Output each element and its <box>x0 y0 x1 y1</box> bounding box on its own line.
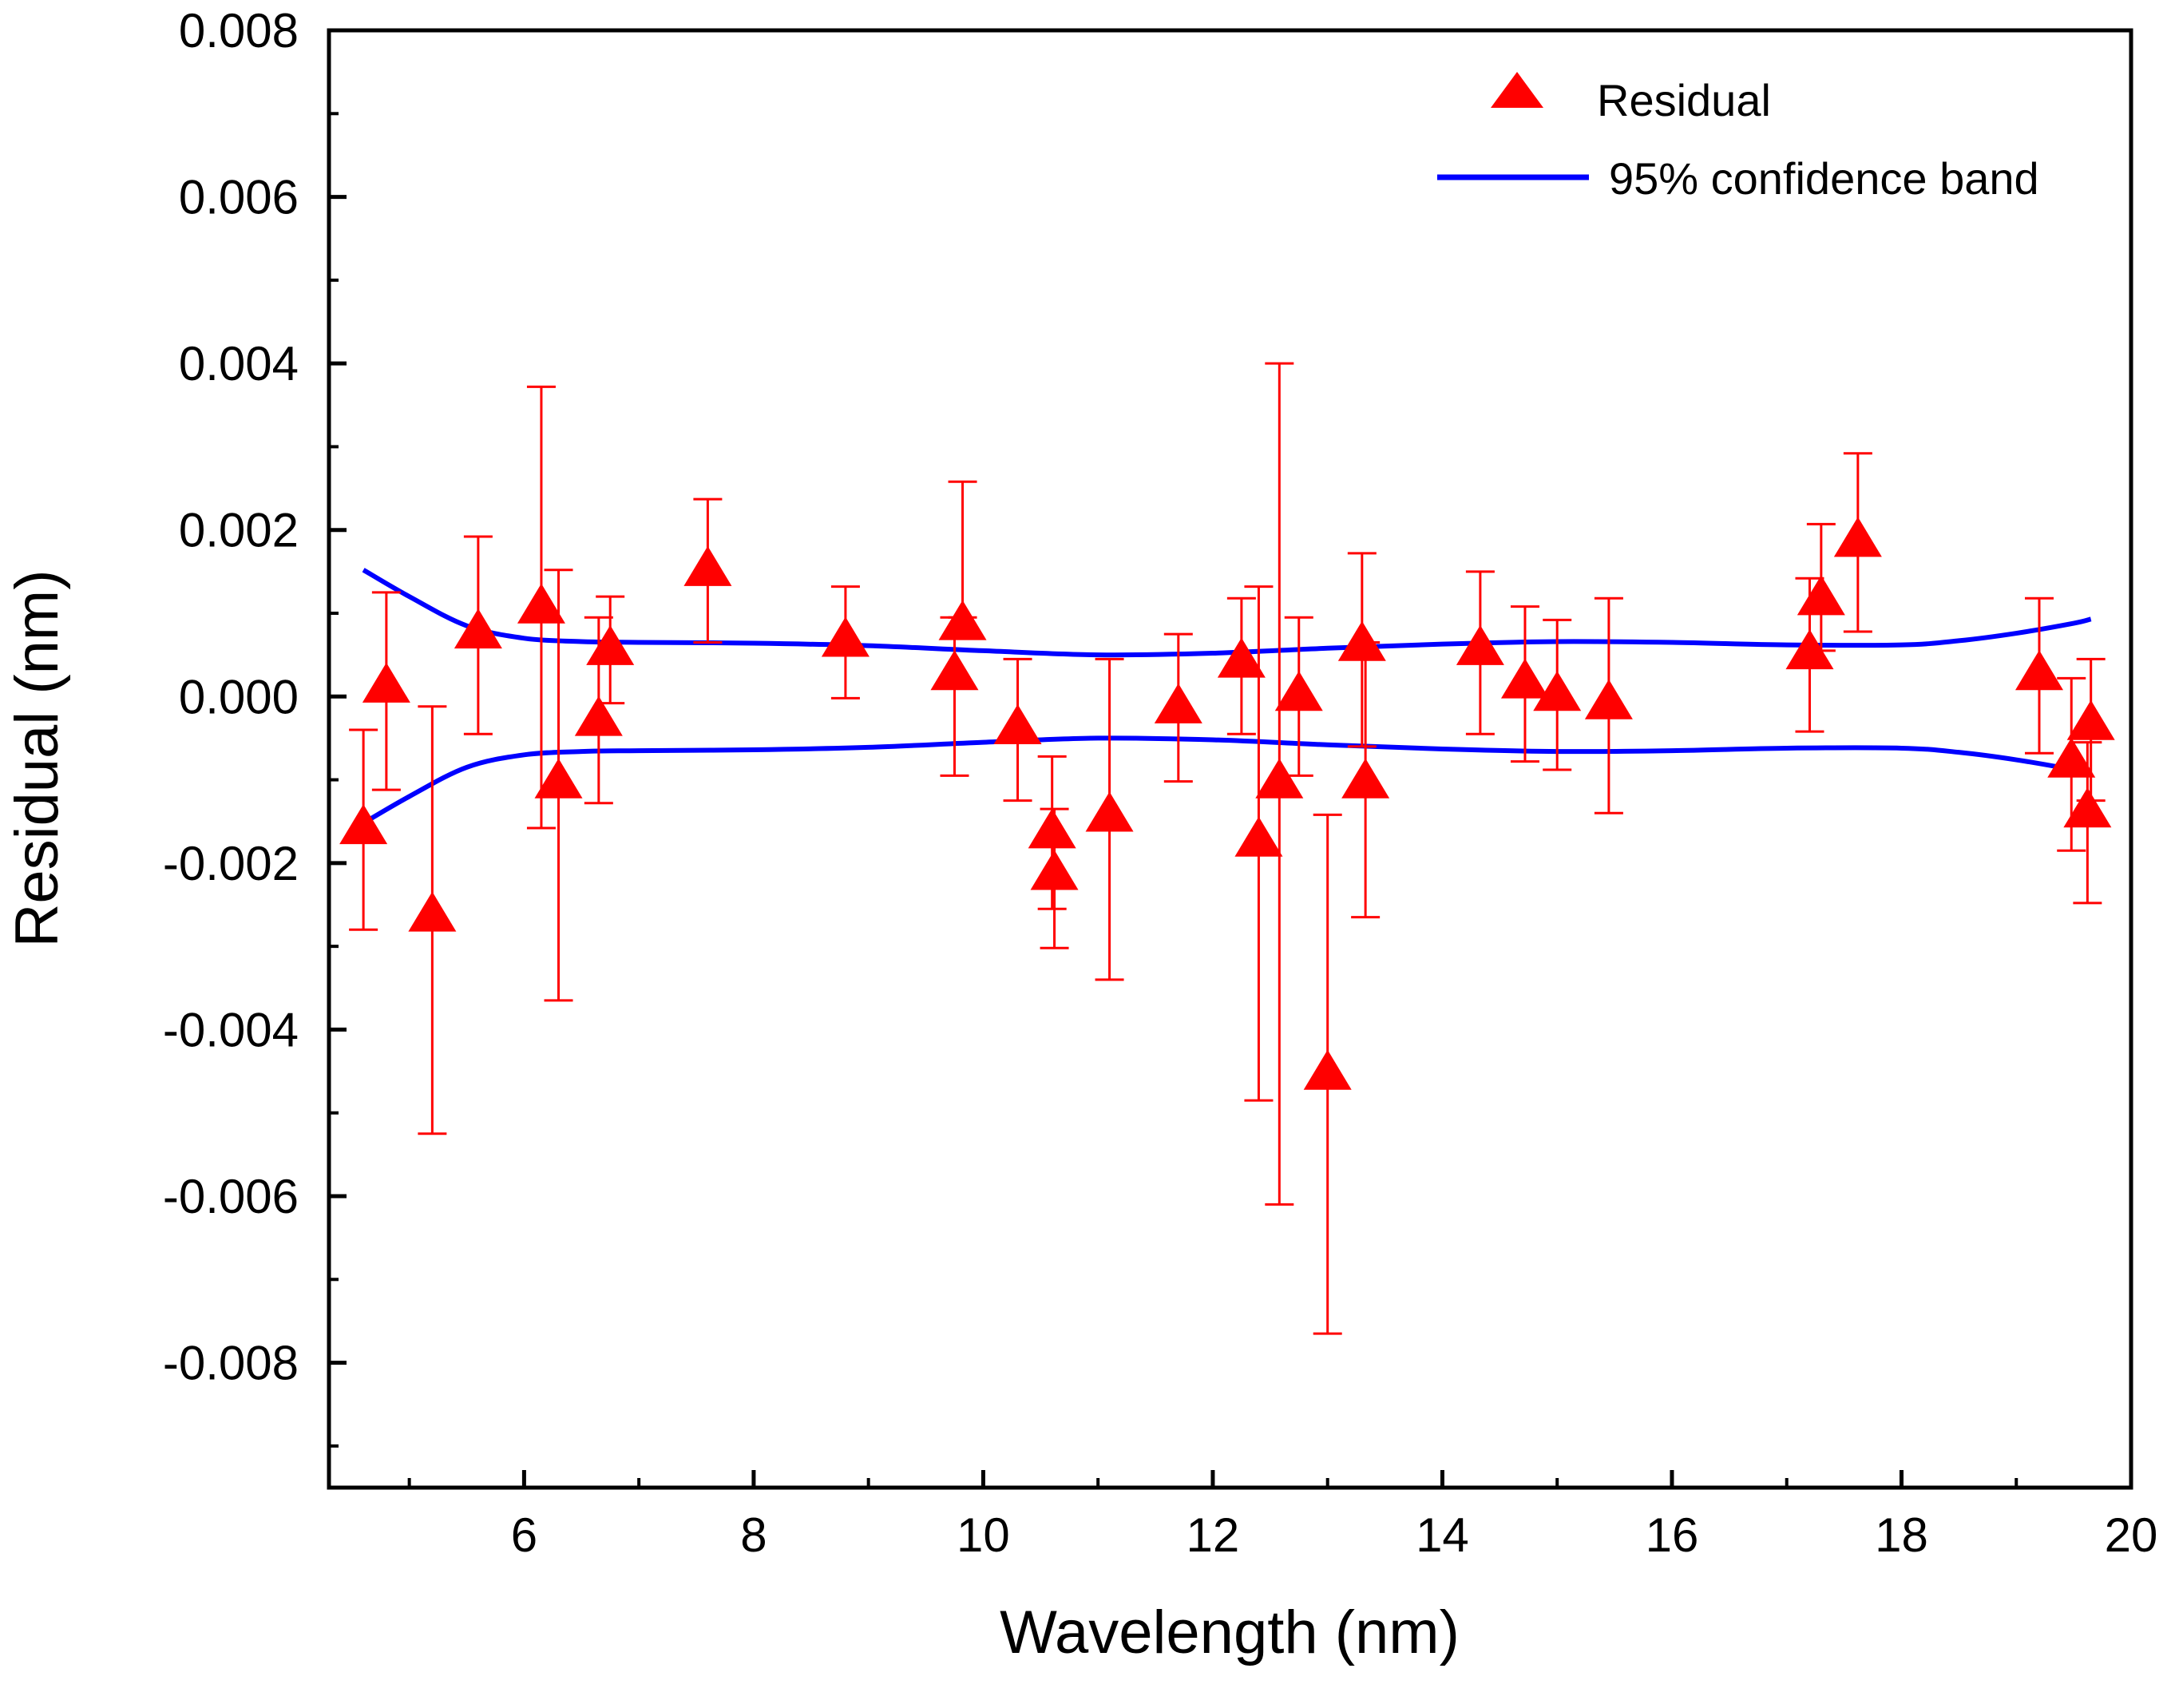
y-tick-label: -0.006 <box>163 1170 299 1223</box>
residual-point <box>1028 808 1076 849</box>
x-axis-title: Wavelength (nm) <box>1000 1599 1460 1666</box>
residual-point <box>517 583 565 624</box>
residual-point <box>930 650 979 691</box>
x-tick-label: 14 <box>1416 1508 1469 1562</box>
confidence-band-upper-line <box>362 568 2092 658</box>
residual-point <box>408 891 457 932</box>
residual-point <box>1303 1049 1352 1090</box>
residual-point <box>1785 629 1834 670</box>
y-tick-label: -0.004 <box>163 1003 299 1056</box>
legend-residual-label: Residual <box>1597 75 1771 125</box>
plot-frame <box>327 28 2133 1490</box>
x-tick-label: 10 <box>957 1508 1010 1562</box>
legend: Residual 95% confidence band <box>1437 72 2039 204</box>
residual-point <box>683 545 732 586</box>
y-axis-ticks: 0.008 0.006 0.004 0.002 0.000 -0.002 -0.004 -0.… <box>163 4 347 1448</box>
x-tick-label: 12 <box>1187 1508 1240 1562</box>
legend-band-label: 95% confidence band <box>1609 153 2039 204</box>
residual-point <box>993 704 1042 744</box>
residual-marker-layer <box>339 517 2115 1090</box>
residual-point <box>586 624 635 665</box>
confidence-band-layer <box>362 568 2092 826</box>
residual-point <box>362 662 410 703</box>
residual-point <box>2066 699 2115 740</box>
residual-point <box>1274 671 1323 711</box>
x-tick-label: 20 <box>2105 1508 2158 1562</box>
residual-point <box>1584 679 1633 719</box>
residual-point <box>534 758 583 799</box>
residual-point <box>2047 737 2096 778</box>
residual-point <box>574 695 623 736</box>
residual-point <box>1797 575 1845 616</box>
y-axis-title: Residual (nm) <box>3 569 71 947</box>
y-tick-label: 0.000 <box>179 670 299 723</box>
residual-point <box>2063 787 2112 828</box>
residual-point <box>339 804 388 845</box>
residual-point <box>1500 658 1549 699</box>
residual-point <box>454 608 502 649</box>
y-tick-label: 0.004 <box>179 337 299 390</box>
residual-point <box>938 600 987 640</box>
residual-point <box>1154 683 1202 723</box>
residual-point <box>821 616 870 657</box>
residual-point <box>1337 620 1386 661</box>
y-tick-label: 0.008 <box>179 4 299 57</box>
x-tick-label: 16 <box>1646 1508 1699 1562</box>
residual-point <box>1085 791 1134 832</box>
confidence-band-lower-line <box>362 735 2092 826</box>
residual-point <box>1341 758 1390 799</box>
y-tick-label: -0.002 <box>163 837 299 890</box>
residual-point <box>1234 816 1283 857</box>
residual-point <box>1030 850 1079 890</box>
residual-point <box>2015 650 2063 691</box>
y-tick-label: 0.002 <box>179 504 299 557</box>
residual-point <box>1533 671 1582 711</box>
x-tick-label: 6 <box>511 1508 537 1562</box>
y-tick-label: 0.006 <box>179 171 299 224</box>
x-axis-ticks: 6 8 10 12 14 16 18 20 <box>407 1470 2158 1562</box>
residual-point <box>1255 758 1304 799</box>
residual-point <box>1833 517 1882 557</box>
error-bar-layer <box>349 362 2106 1335</box>
y-tick-label: -0.008 <box>163 1337 299 1390</box>
legend-residual-marker <box>1491 72 1543 108</box>
residual-point <box>1217 637 1266 678</box>
residual-point <box>1456 624 1504 665</box>
x-tick-label: 18 <box>1875 1508 1928 1562</box>
x-tick-label: 8 <box>740 1508 767 1562</box>
